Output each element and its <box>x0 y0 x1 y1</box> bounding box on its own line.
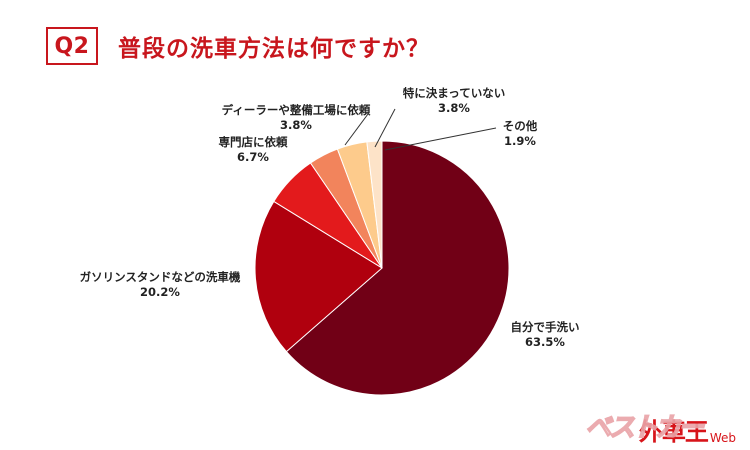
brand-logo: ベストカー 外車王 Web <box>585 404 736 444</box>
slice-label: その他 <box>503 119 538 133</box>
slice-value-label: 3.8% <box>438 101 470 115</box>
slice-value-label: 1.9% <box>504 134 536 148</box>
slice-value-label: 20.2% <box>140 285 180 299</box>
chart-header: Q2 普段の洗車方法は何ですか？ <box>46 26 430 66</box>
logo-web-text: Web <box>709 431 736 445</box>
leader-line <box>374 108 396 148</box>
slice-label: 専門店に依頼 <box>219 135 288 149</box>
chart-title: 普段の洗車方法は何ですか？ <box>118 36 430 62</box>
logo-stripe-text: ベストカー <box>585 412 705 444</box>
slice-label: ガソリンスタンドなどの洗車機 <box>80 270 241 284</box>
slice-value-label: 3.8% <box>280 118 312 132</box>
slice-label: 自分で手洗い <box>511 320 580 334</box>
question-badge: Q2 <box>46 27 98 65</box>
pie-slice <box>366 140 383 269</box>
slice-value-label: 63.5% <box>525 335 565 349</box>
slice-label: 特に決まっていない <box>403 86 505 100</box>
pie-slice <box>285 140 510 396</box>
pie-slice <box>254 200 383 353</box>
logo-main-text: 外車王 <box>638 418 709 446</box>
leader-line <box>344 113 369 146</box>
slice-label: ディーラーや整備工場に依頼 <box>222 103 371 117</box>
slice-value-label: 6.7% <box>237 150 269 164</box>
leader-line <box>384 127 497 151</box>
